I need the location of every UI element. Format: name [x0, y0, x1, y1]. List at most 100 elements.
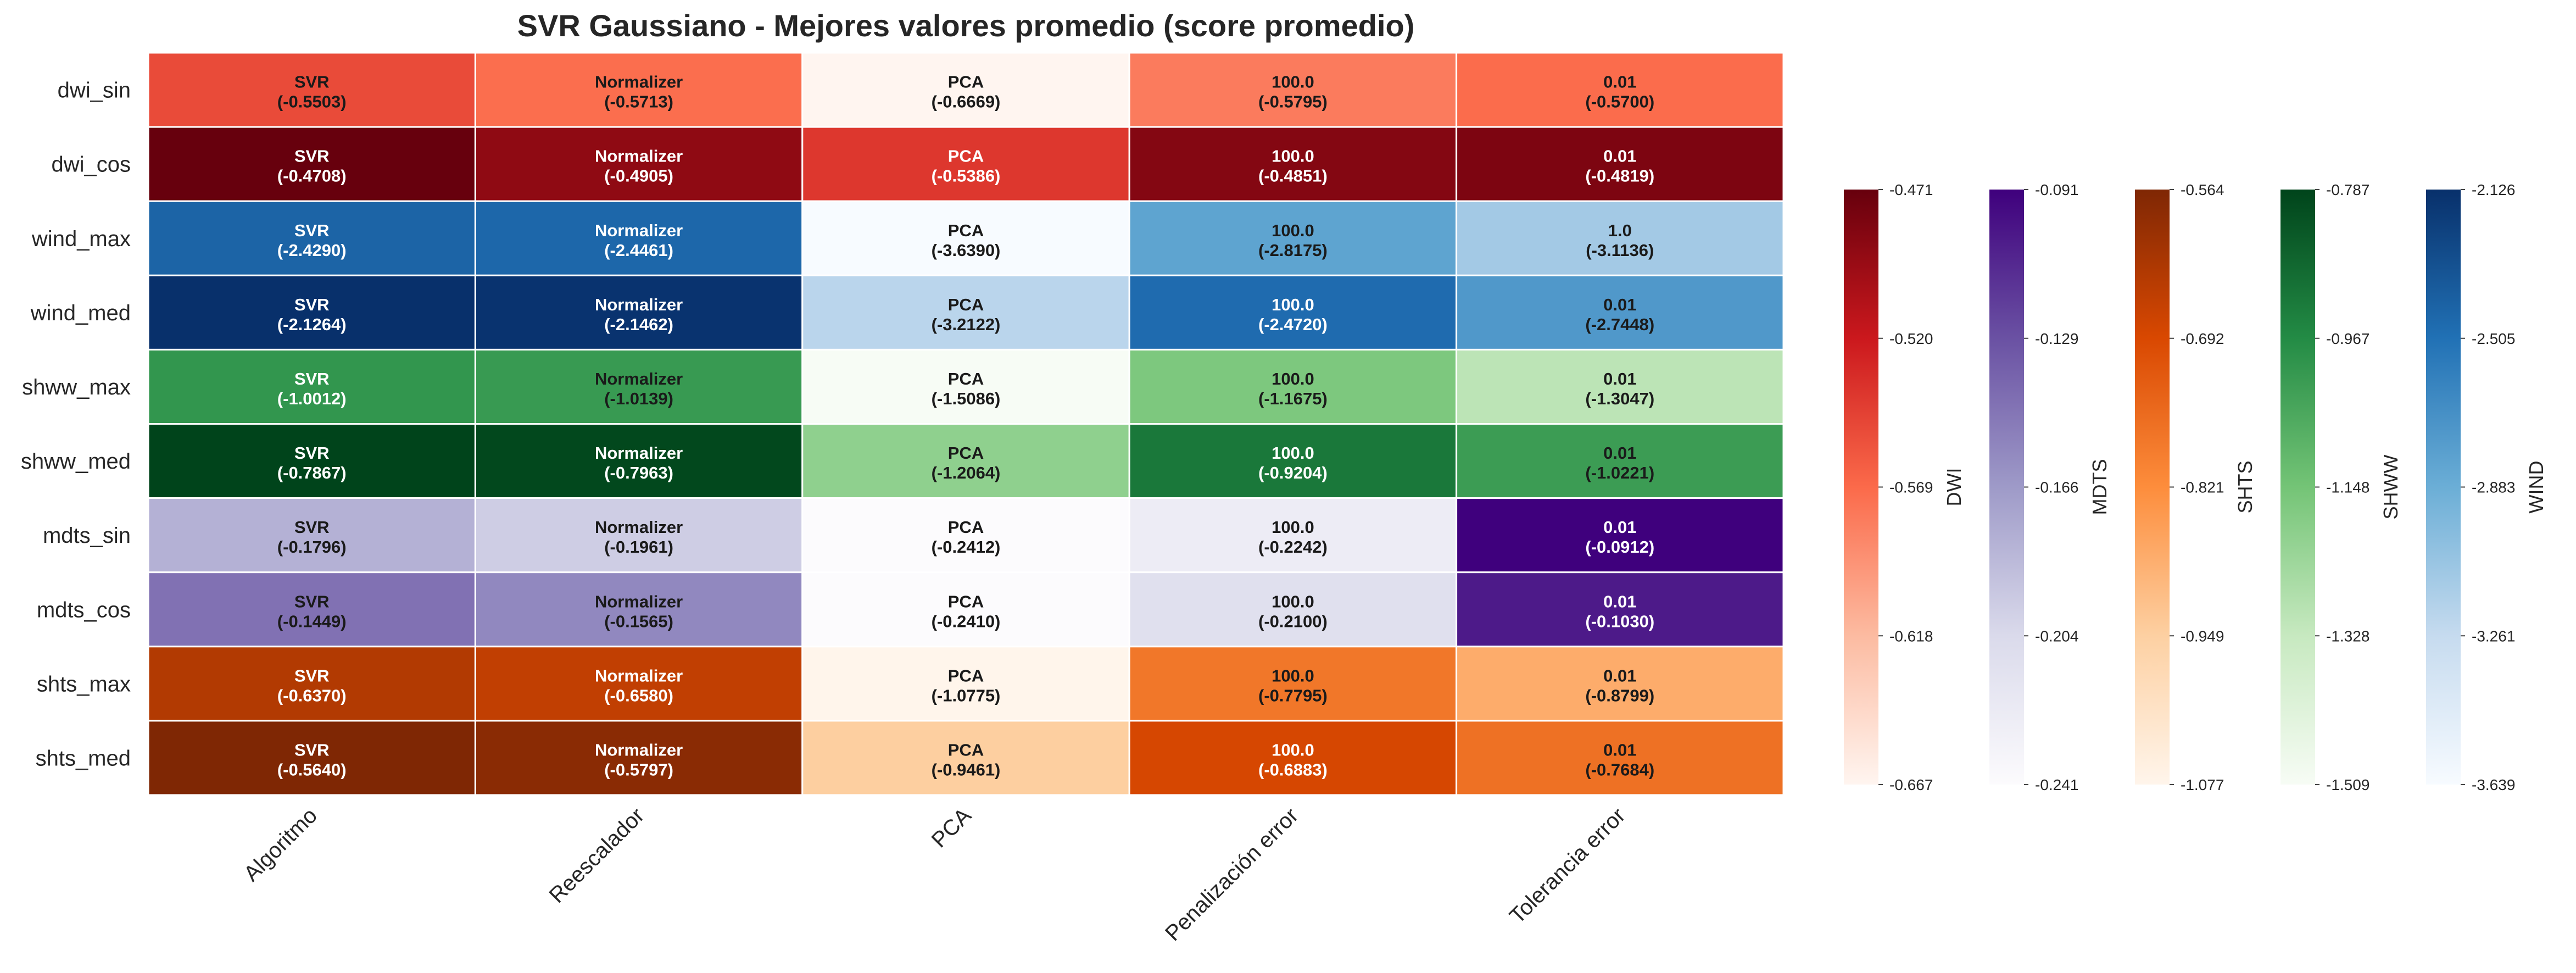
- colorbar-shts: [2135, 190, 2170, 785]
- colorbar-dwi: [1844, 190, 1878, 785]
- cell-label-score: (-0.2412): [932, 537, 1001, 557]
- cell-label-score: (-0.6370): [277, 686, 347, 705]
- cell-label-score: (-2.7448): [1585, 315, 1654, 334]
- cell-label-score: (-1.0012): [277, 389, 347, 408]
- heatmap-cell: [801, 571, 1130, 648]
- heatmap-cell: [1456, 720, 1785, 796]
- cell-label-score: (-0.1565): [604, 611, 673, 631]
- colorbar-tick-label: -0.091: [2035, 181, 2078, 198]
- cell-label-score: (-0.7963): [604, 463, 673, 482]
- colorbar-tick-label: -0.821: [2181, 479, 2224, 496]
- heatmap-cell: [1456, 348, 1785, 425]
- heatmap-cell: [1456, 497, 1785, 574]
- cell-label-name: Normalizer: [595, 221, 683, 240]
- heatmap-cell: [474, 274, 804, 351]
- cell-label-score: (-1.1675): [1258, 389, 1328, 408]
- colorbar-tick-label: -0.967: [2326, 330, 2369, 347]
- cell-label-score: (-0.9204): [1258, 463, 1328, 482]
- cell-label-name: 100.0: [1272, 147, 1314, 166]
- cell-label-name: Normalizer: [595, 369, 683, 388]
- cell-label-score: (-0.4819): [1585, 166, 1654, 186]
- cell-label-score: (-0.4851): [1258, 166, 1328, 186]
- cell-label-score: (-1.0221): [1585, 463, 1654, 482]
- row-label: shts_max: [37, 672, 131, 696]
- cell-label-name: PCA: [948, 221, 984, 240]
- heatmap-cell: [474, 200, 804, 276]
- heatmap-cell: [1128, 348, 1458, 425]
- colorbar-tick-label: -2.505: [2472, 330, 2515, 347]
- colorbar-tick-label: -0.204: [2035, 627, 2078, 644]
- heatmap-cell: [1128, 274, 1458, 351]
- colorbar-tick-label: -0.471: [1889, 181, 1933, 198]
- cell-label-name: Normalizer: [595, 666, 683, 685]
- cell-label-score: (-0.7684): [1585, 760, 1654, 779]
- cell-label-name: 100.0: [1272, 592, 1314, 611]
- cell-label-name: SVR: [294, 592, 330, 611]
- cell-label-score: (-0.5640): [277, 760, 347, 779]
- colorbar-tick-label: -2.126: [2472, 181, 2515, 198]
- cell-label-score: (-0.2410): [932, 611, 1001, 631]
- cell-label-score: (-0.5795): [1258, 92, 1328, 112]
- cell-label-name: 100.0: [1272, 518, 1314, 537]
- cell-label-name: 0.01: [1603, 666, 1636, 685]
- cell-label-score: (-0.7867): [277, 463, 347, 482]
- heatmap-cell: [474, 348, 804, 425]
- cell-label-name: 0.01: [1603, 518, 1636, 537]
- heatmap-cell: [801, 126, 1130, 202]
- cell-label-score: (-0.8799): [1585, 686, 1654, 705]
- colorbar-tick-label: -2.883: [2472, 479, 2515, 496]
- cell-label-score: (-0.0912): [1585, 537, 1654, 557]
- colorbar-mdts: [1989, 190, 2024, 785]
- colorbar-tick-label: -3.261: [2472, 627, 2515, 644]
- cell-label-score: (-0.7795): [1258, 686, 1328, 705]
- cell-label-name: SVR: [294, 443, 330, 463]
- cell-label-score: (-1.0139): [604, 389, 673, 408]
- cell-label-score: (-1.0775): [932, 686, 1001, 705]
- cell-label-score: (-2.1462): [604, 315, 673, 334]
- cell-label-name: 0.01: [1603, 73, 1636, 92]
- colorbar-tick-label: -3.639: [2472, 776, 2515, 793]
- cell-label-score: (-0.1961): [604, 537, 673, 557]
- cell-label-name: PCA: [948, 518, 984, 537]
- cell-label-score: (-0.5503): [277, 92, 347, 112]
- heatmap-cell: [147, 497, 476, 574]
- cell-label-name: SVR: [294, 147, 330, 166]
- heatmap-cell: [1456, 646, 1785, 722]
- colorbar-label: WIND: [2525, 461, 2547, 514]
- cell-label-name: PCA: [948, 73, 984, 92]
- cell-label-name: 100.0: [1272, 295, 1314, 314]
- cell-label-name: SVR: [294, 73, 330, 92]
- cell-label-score: (-0.5700): [1585, 92, 1654, 112]
- heatmap-cell: [147, 646, 476, 722]
- colorbar-tick-label: -0.667: [1889, 776, 1933, 793]
- heatmap-cell: [1128, 720, 1458, 796]
- heatmap-cell: [147, 348, 476, 425]
- cell-label-score: (-0.5713): [604, 92, 673, 112]
- cell-label-name: PCA: [948, 740, 984, 759]
- cell-label-score: (-3.1136): [1586, 241, 1654, 260]
- heatmap-cell: [801, 348, 1130, 425]
- colorbar-label: DWI: [1943, 468, 1965, 507]
- heatmap-cell: [147, 571, 476, 648]
- cell-label-name: Normalizer: [595, 73, 683, 92]
- cell-label-score: (-1.5086): [932, 389, 1001, 408]
- heatmap-cell: [1456, 274, 1785, 351]
- cell-label-name: 0.01: [1603, 295, 1636, 314]
- cell-label-name: SVR: [294, 295, 330, 314]
- heatmap-cell: [801, 646, 1130, 722]
- heatmap-cell: [1456, 200, 1785, 276]
- colorbar-label: MDTS: [2088, 459, 2111, 515]
- cell-label-score: (-0.1030): [1585, 611, 1654, 631]
- row-label: dwi_cos: [51, 153, 131, 177]
- heatmap-cell: [1128, 646, 1458, 722]
- colorbar-tick-label: -0.787: [2326, 181, 2369, 198]
- cell-label-score: (-0.9461): [932, 760, 1001, 779]
- cell-label-name: SVR: [294, 518, 330, 537]
- heatmap-cell: [1128, 200, 1458, 276]
- cell-label-name: 100.0: [1272, 666, 1314, 685]
- cell-label-score: (-0.4905): [604, 166, 673, 186]
- heatmap-cell: [147, 720, 476, 796]
- cell-label-name: 0.01: [1603, 592, 1636, 611]
- heatmap-cell: [1456, 126, 1785, 202]
